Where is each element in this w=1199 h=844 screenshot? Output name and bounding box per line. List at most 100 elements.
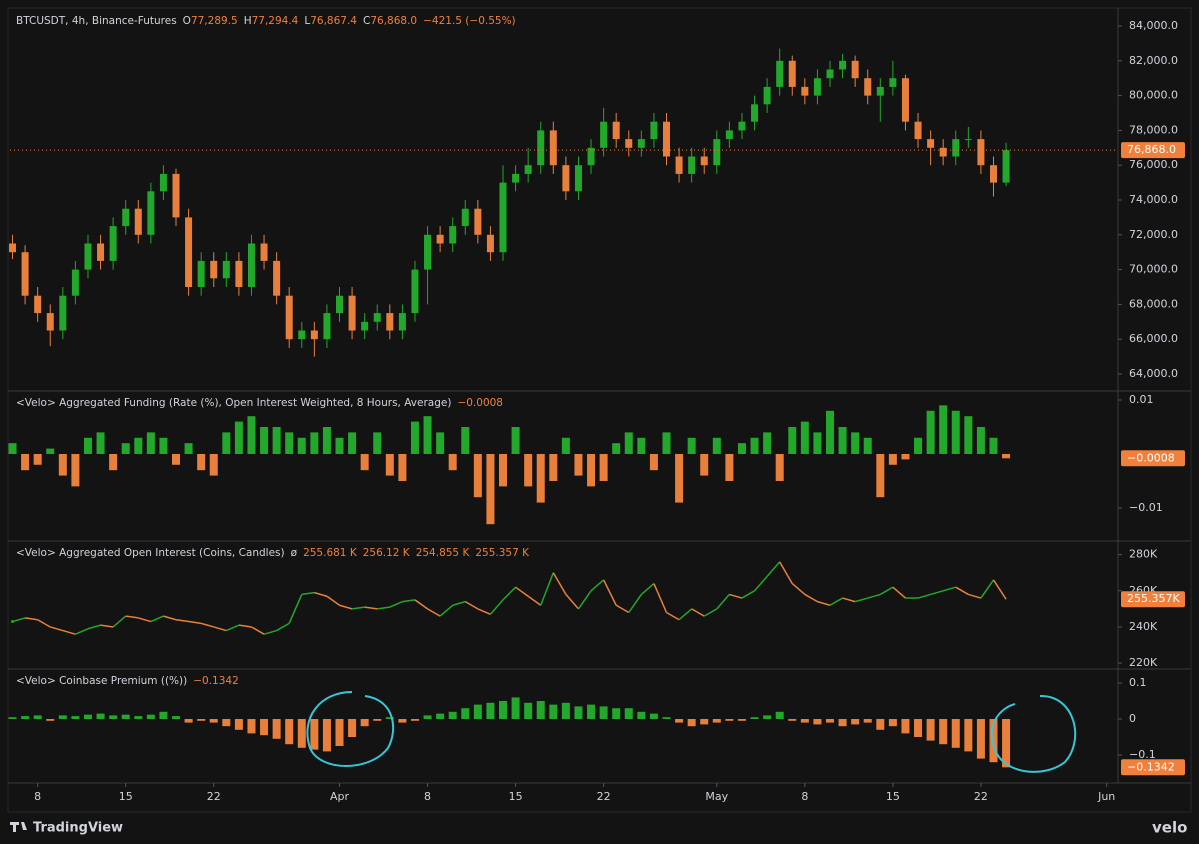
oi-segment [955, 586, 969, 596]
candle-body [97, 243, 105, 261]
histogram-bar [574, 453, 583, 476]
histogram-bar [737, 443, 746, 454]
oi-segment [163, 615, 177, 621]
candle-body [889, 78, 897, 87]
last-value-box [1121, 142, 1185, 159]
last-value-label: −0.1342 [1127, 760, 1175, 773]
candle-body [285, 295, 293, 340]
candle-body [738, 121, 746, 131]
candle-body [373, 313, 381, 322]
oi-segment [867, 593, 881, 599]
last-value-label: 255.357K [1127, 592, 1180, 605]
y-tick-label: 220K [1129, 656, 1158, 669]
candle-body [361, 321, 369, 331]
histogram-bar [461, 426, 470, 454]
histogram-bar [83, 714, 92, 719]
oi-segment [226, 624, 240, 632]
oi-segment [729, 593, 743, 599]
candle-body [461, 208, 469, 227]
histogram-bar [561, 702, 570, 719]
y-tick-label: 66,000.0 [1129, 332, 1178, 345]
candle-body [939, 147, 947, 157]
histogram-bar [750, 717, 759, 719]
histogram-bar [96, 713, 105, 719]
histogram-bar [8, 717, 17, 719]
histogram-bar [461, 708, 470, 719]
histogram-bar [574, 706, 583, 719]
marks: 8 15 22 Apr 8 15 22 May 8 15 22 Jun 64,000.0 66,000.0… [8, 15, 1185, 803]
histogram-bar [486, 702, 495, 719]
oi-segment [515, 586, 529, 597]
histogram-bar [800, 421, 809, 454]
histogram-bar [348, 718, 357, 737]
histogram-bar [964, 718, 973, 752]
histogram-bar [197, 718, 206, 721]
oi-segment [741, 590, 755, 599]
candle-body [901, 78, 909, 122]
x-tick-label: 15 [886, 790, 900, 803]
histogram-bar [775, 711, 784, 719]
oi-segment [540, 572, 555, 606]
x-tick-label: 22 [974, 790, 988, 803]
histogram-bar [96, 432, 105, 454]
histogram-bar [788, 426, 797, 454]
candle-body [398, 313, 406, 331]
watermark: velo [1152, 819, 1187, 837]
oi-segment [364, 606, 378, 610]
histogram-bar [1002, 453, 1011, 459]
candle-body [9, 243, 17, 253]
candle-body [411, 269, 419, 314]
candle-body [876, 86, 884, 96]
histogram-bar [360, 453, 369, 471]
pane-title: <Velo> Aggregated Open Interest (Coins, … [16, 547, 285, 559]
oi-segment [753, 575, 768, 592]
histogram-bar [499, 700, 508, 719]
candle-body [424, 234, 432, 270]
oi-segment [829, 597, 843, 606]
candle-body [247, 243, 255, 287]
oi-segment [251, 626, 265, 635]
oi-segment [854, 597, 868, 603]
histogram-bar [863, 718, 872, 723]
oi-segment [452, 600, 466, 606]
histogram-bar [121, 443, 130, 454]
candle-body [474, 208, 482, 235]
y-tick-label: 78,000.0 [1129, 123, 1178, 136]
candle-body [386, 313, 394, 331]
candle-body [59, 295, 67, 331]
candle-body [159, 173, 167, 192]
histogram-bar [951, 718, 960, 748]
legend-field: H [244, 15, 252, 27]
histogram-bar [247, 416, 256, 454]
oi-segment [527, 595, 542, 606]
histogram-bar [901, 453, 910, 460]
histogram-bar [939, 405, 948, 454]
legend-value: −0.0008 [457, 397, 503, 409]
candle-body [122, 208, 130, 227]
candle-body [989, 165, 997, 183]
x-tick-label: 15 [119, 790, 133, 803]
histogram-bar [159, 437, 168, 454]
oi-segment [678, 608, 693, 621]
y-tick-label: 64,000.0 [1129, 367, 1178, 380]
oi-segment [238, 624, 252, 628]
y-tick-label: 74,000.0 [1129, 193, 1178, 206]
histogram-bar [184, 443, 193, 454]
oi-segment [691, 608, 705, 617]
oi-segment [716, 593, 730, 610]
oi-segment [62, 629, 76, 635]
oi-segment [565, 593, 580, 610]
histogram-bar [599, 453, 608, 481]
histogram-bar [524, 702, 533, 719]
histogram-bar [737, 718, 746, 721]
histogram-bar [989, 718, 998, 763]
oi-segment [301, 591, 315, 596]
histogram-bar [398, 453, 407, 481]
oi-segment [502, 586, 517, 601]
histogram-bar [234, 718, 243, 730]
histogram-bar [222, 432, 231, 454]
histogram-bar [436, 713, 445, 719]
histogram-bar [587, 453, 596, 487]
histogram-bar [926, 718, 935, 741]
histogram-bar [763, 432, 772, 454]
